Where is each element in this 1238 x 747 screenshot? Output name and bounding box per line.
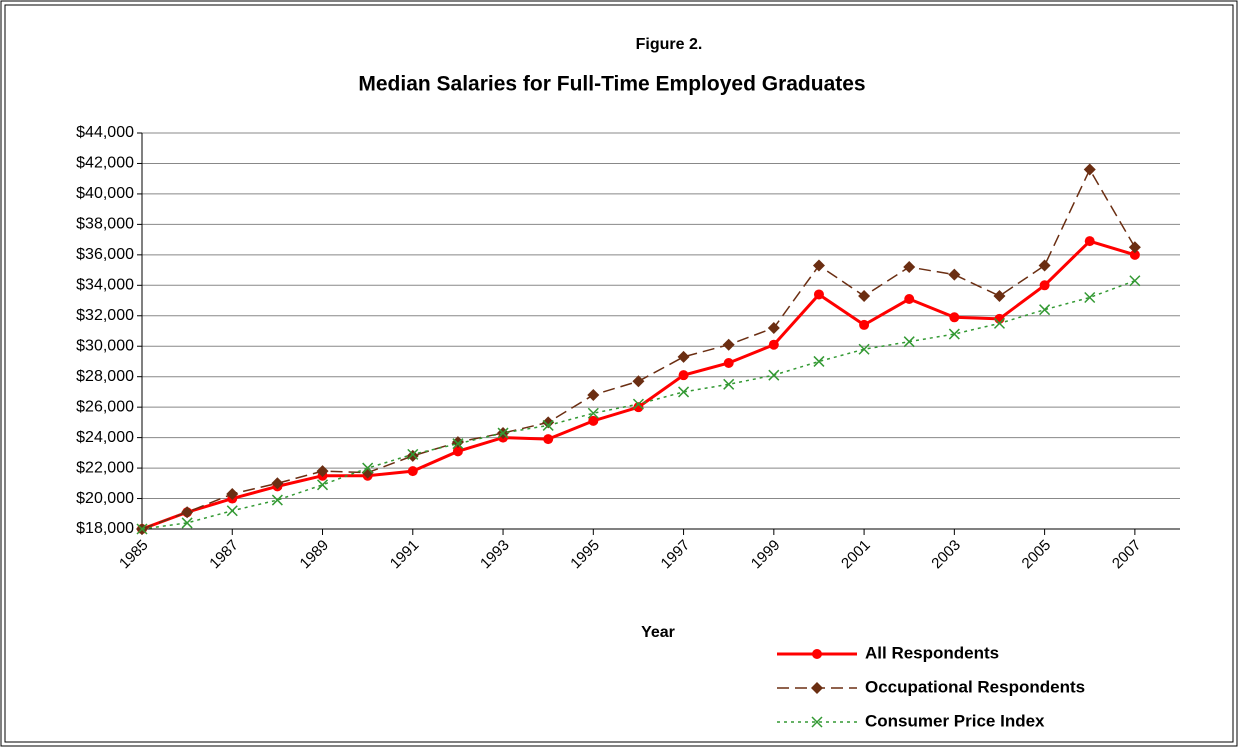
y-tick-label: $26,000 (76, 398, 134, 415)
y-tick-label: $18,000 (76, 520, 134, 537)
point (632, 375, 645, 388)
x-axis-label: Year (641, 624, 675, 641)
point (407, 466, 418, 477)
y-tick-label: $30,000 (76, 337, 134, 354)
point (678, 386, 690, 398)
point (949, 312, 960, 323)
point (678, 370, 689, 381)
point (812, 259, 825, 272)
y-tick-label: $28,000 (76, 368, 134, 385)
point (316, 465, 329, 478)
point (813, 355, 825, 367)
y-tick-label: $44,000 (76, 124, 134, 141)
point (993, 317, 1006, 329)
y-tick-label: $40,000 (76, 185, 134, 202)
point (859, 319, 870, 330)
point (136, 523, 148, 535)
point (497, 427, 509, 439)
point (407, 448, 419, 460)
point (181, 517, 193, 529)
point (362, 462, 374, 474)
legend-marker (812, 649, 822, 659)
y-tick-label: $38,000 (76, 216, 134, 233)
point (406, 449, 419, 462)
point (271, 477, 284, 490)
point (903, 336, 915, 348)
point (226, 487, 239, 500)
point (271, 494, 283, 506)
legend-label: All Respondents (865, 643, 999, 662)
y-tick-label: $32,000 (76, 307, 134, 324)
point (1083, 163, 1096, 176)
point (452, 438, 464, 450)
y-tick-label: $20,000 (76, 490, 134, 507)
point (1038, 259, 1051, 272)
point (587, 388, 600, 401)
point (767, 321, 780, 334)
y-tick-label: $36,000 (76, 246, 134, 263)
point (948, 268, 961, 281)
y-tick-label: $22,000 (76, 459, 134, 476)
inner-frame (4, 4, 1234, 743)
point (1039, 280, 1050, 291)
chart-title: Figure 2. (636, 36, 703, 53)
legend-marker (811, 682, 823, 694)
point (948, 328, 960, 340)
point (1084, 236, 1095, 247)
point (722, 338, 735, 351)
point (588, 415, 599, 426)
point (768, 339, 779, 350)
point (632, 398, 644, 410)
point (1129, 249, 1140, 260)
point (633, 402, 644, 413)
legend-label: Occupational Respondents (865, 677, 1085, 696)
point (543, 434, 554, 445)
point (994, 313, 1005, 324)
point (452, 446, 463, 457)
point (542, 416, 555, 429)
point (316, 479, 329, 491)
point (1039, 304, 1051, 316)
y-tick-label: $24,000 (76, 429, 134, 446)
legend-marker (811, 716, 823, 728)
point (723, 378, 735, 390)
point (587, 407, 599, 419)
point (677, 350, 690, 363)
point (1084, 291, 1096, 304)
y-tick-label: $34,000 (76, 277, 134, 294)
chart-subtitle: Median Salaries for Full-Time Employed G… (358, 73, 865, 96)
point (858, 343, 870, 355)
point (768, 369, 780, 381)
y-tick-label: $42,000 (76, 155, 134, 172)
point (813, 289, 824, 300)
point (993, 289, 1006, 302)
point (723, 357, 734, 368)
point (181, 506, 194, 519)
point (903, 261, 916, 274)
point (542, 419, 554, 431)
point (1129, 275, 1141, 287)
point (904, 294, 915, 305)
point (858, 289, 871, 302)
legend-label: Consumer Price Index (865, 711, 1045, 730)
point (1128, 241, 1141, 254)
point (226, 505, 238, 517)
